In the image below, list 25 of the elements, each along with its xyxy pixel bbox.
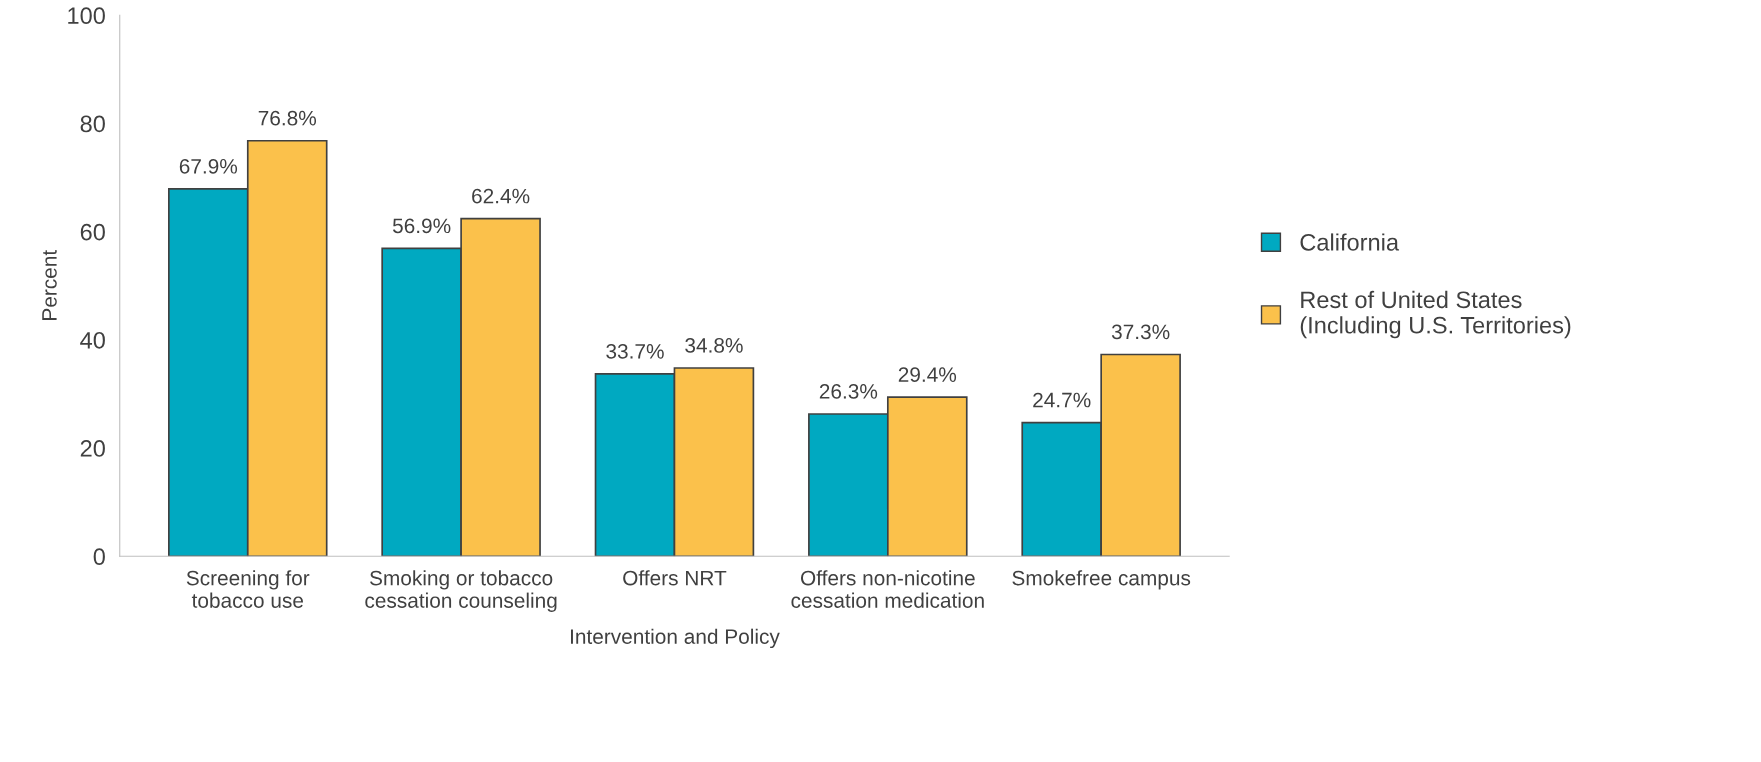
y-axis-title: Percent xyxy=(42,250,57,320)
x-tick-label: Offers NRT xyxy=(623,570,727,586)
y-tick-label: 0 xyxy=(93,548,105,566)
x-tick-label: Screening for tobacco use xyxy=(186,570,310,608)
data-label: 67.9% xyxy=(179,158,238,174)
x-axis-title: Intervention and Policy xyxy=(571,628,780,649)
y-tick-label: 40 xyxy=(80,331,105,349)
y-tick-label: 100 xyxy=(68,7,105,25)
data-label: 34.8% xyxy=(685,338,743,353)
legend-label: California xyxy=(1300,233,1400,251)
legend-label: Rest of United States (Including U.S. Territories) xyxy=(1300,290,1571,339)
x-tick-label: Smokefree campus xyxy=(1012,570,1191,590)
data-label: 62.4% xyxy=(472,188,530,204)
data-label: 33.7% xyxy=(606,343,664,359)
data-label: 37.3% xyxy=(1111,324,1170,340)
y-tick-label: 80 xyxy=(80,115,105,133)
y-tick-label: 20 xyxy=(80,440,105,457)
data-label: 76.8% xyxy=(258,110,317,126)
data-label: 26.3% xyxy=(819,383,878,399)
x-tick-label: Smoking or tobacco cessation counseling xyxy=(365,570,557,613)
data-label: 29.4% xyxy=(898,367,957,382)
data-label: 56.9% xyxy=(392,218,451,234)
y-tick-label: 60 xyxy=(80,223,105,241)
x-tick-label: Offers non-nicotine cessation medication xyxy=(791,570,984,608)
data-label: 24.7% xyxy=(1033,392,1091,408)
